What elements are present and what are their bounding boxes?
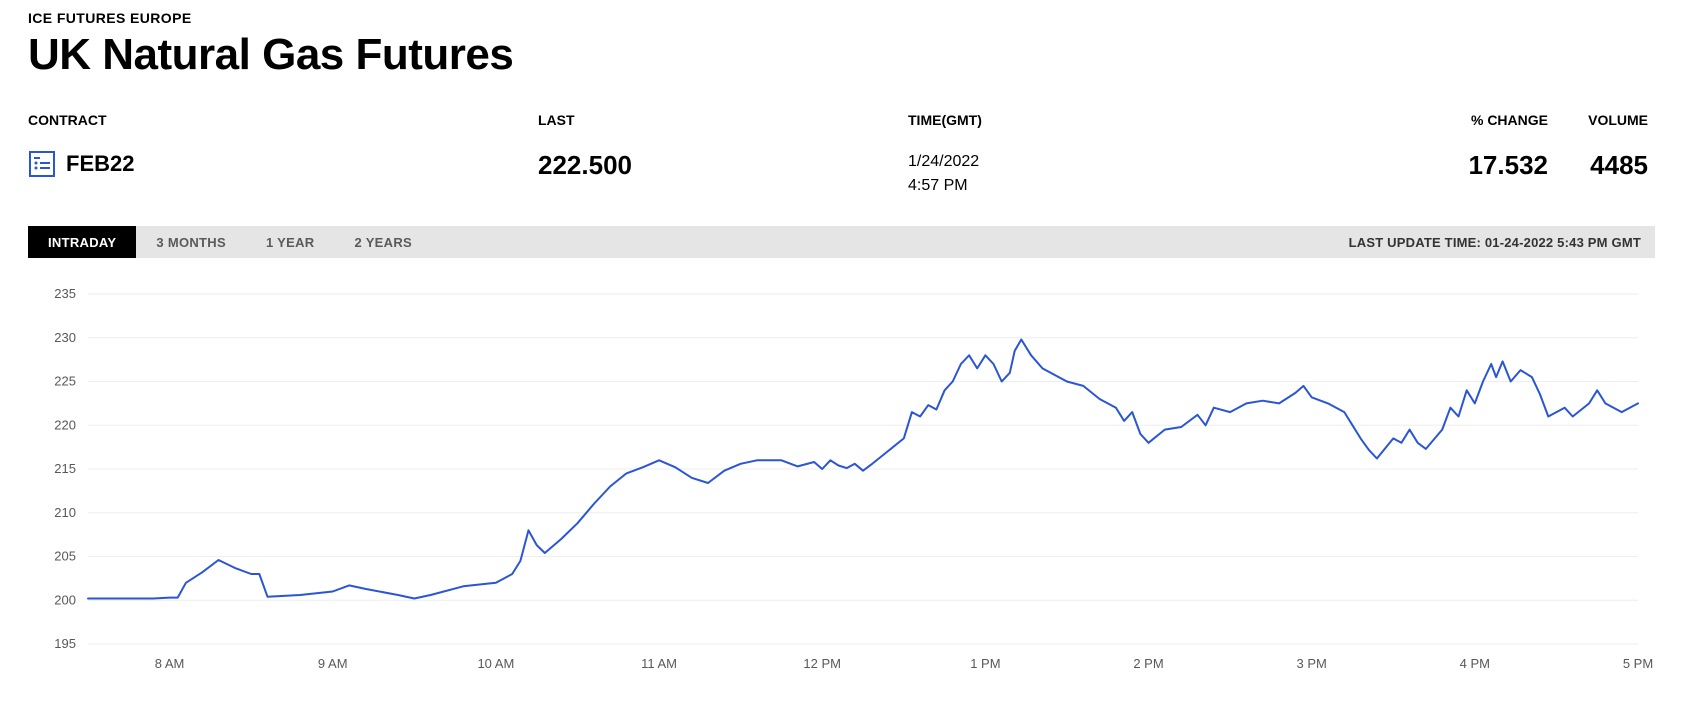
svg-text:200: 200 [54,592,76,607]
svg-text:9 AM: 9 AM [318,656,348,671]
svg-text:230: 230 [54,330,76,345]
svg-text:1 PM: 1 PM [970,656,1000,671]
contract-cell[interactable]: FEB22 [28,150,538,178]
col-time-label: TIME(GMT) [908,112,1358,128]
svg-text:4 PM: 4 PM [1460,656,1490,671]
tab-3-months[interactable]: 3 MONTHS [136,226,246,258]
last-update-time: LAST UPDATE TIME: 01-24-2022 5:43 PM GMT [1349,235,1655,250]
svg-text:205: 205 [54,549,76,564]
exchange-label: ICE FUTURES EUROPE [28,10,1655,26]
time-value: 1/24/2022 4:57 PM [908,150,1358,198]
col-contract-label: CONTRACT [28,112,538,128]
col-volume-label: VOLUME [1548,112,1648,128]
svg-text:12 PM: 12 PM [803,656,841,671]
svg-text:2 PM: 2 PM [1133,656,1163,671]
svg-text:3 PM: 3 PM [1297,656,1327,671]
col-last: LAST 222.500 [538,112,908,181]
col-pct-change: % CHANGE 17.532 [1358,112,1548,181]
svg-text:8 AM: 8 AM [155,656,185,671]
last-value: 222.500 [538,150,908,181]
svg-text:220: 220 [54,417,76,432]
price-chart[interactable]: 195 200 205 210 215 220 225 230 235 8 AM 9 AM 10 AM… [28,274,1655,684]
col-time: TIME(GMT) 1/24/2022 4:57 PM [908,112,1358,198]
contract-icon [28,150,56,178]
col-last-label: LAST [538,112,908,128]
col-volume: VOLUME 4485 [1548,112,1648,181]
pct-change-value: 17.532 [1358,150,1548,181]
page-title: UK Natural Gas Futures [28,30,1655,80]
summary-row: CONTRACT FEB22 LAST 222.500 TIME(GMT) 1/… [28,112,1655,198]
volume-value: 4485 [1548,150,1648,181]
svg-text:5 PM: 5 PM [1623,656,1653,671]
svg-text:210: 210 [54,505,76,520]
tab-intraday[interactable]: INTRADAY [28,226,136,258]
col-contract: CONTRACT FEB22 [28,112,538,178]
timeframe-tabbar: INTRADAY3 MONTHS1 YEAR2 YEARS LAST UPDAT… [28,226,1655,258]
time-clock: 4:57 PM [908,174,1358,198]
svg-text:215: 215 [54,461,76,476]
svg-text:10 AM: 10 AM [477,656,514,671]
svg-text:195: 195 [54,636,76,651]
tab-2-years[interactable]: 2 YEARS [334,226,432,258]
price-chart-svg: 195 200 205 210 215 220 225 230 235 8 AM 9 AM 10 AM… [28,274,1655,684]
tab-1-year[interactable]: 1 YEAR [246,226,335,258]
svg-text:225: 225 [54,374,76,389]
col-pct-change-label: % CHANGE [1358,112,1548,128]
svg-text:11 AM: 11 AM [641,656,677,671]
svg-text:235: 235 [54,286,76,301]
contract-name: FEB22 [66,151,134,177]
time-date: 1/24/2022 [908,150,1358,174]
